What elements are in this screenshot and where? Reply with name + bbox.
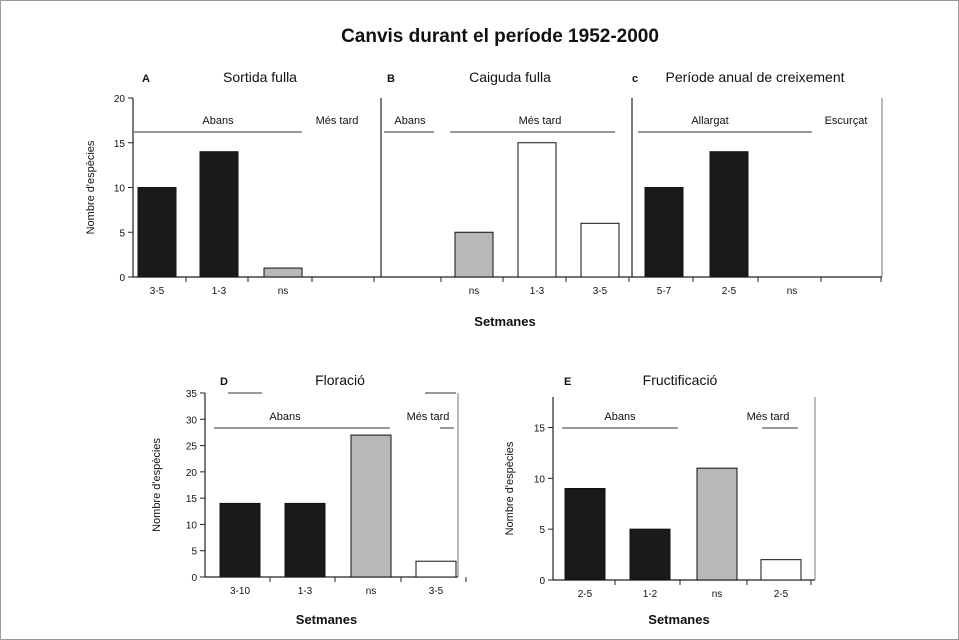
bar [137, 187, 177, 278]
x-axis-label: Setmanes [296, 612, 357, 627]
category-label: 1-3 [212, 286, 227, 297]
panel-letter: B [387, 73, 395, 85]
annotation-label: Més tard [316, 115, 359, 127]
plots: 0 5 10 15 20 3-5 1-3 ns A Sortida fulla Abans Més t… [85, 69, 883, 627]
annotation-label: Abans [269, 411, 301, 423]
panel-title: Període anual de creixement [666, 69, 845, 85]
category-label: 3-10 [230, 586, 250, 597]
category-label: ns [787, 286, 798, 297]
panel-a: 0 5 10 15 20 3-5 1-3 ns A Sortida fulla Abans Més t… [85, 69, 381, 297]
category-label: 2-5 [722, 286, 737, 297]
bar [219, 502, 261, 578]
annotation-label: Allargat [691, 115, 728, 127]
category-label: ns [366, 586, 377, 597]
y-tick-label: 0 [539, 576, 545, 587]
y-tick-label: 10 [114, 184, 126, 195]
y-axis-label: Nombre d'espècies [85, 140, 97, 234]
y-tick-label: 0 [191, 573, 197, 584]
y-tick-label: 5 [191, 547, 197, 558]
y-axis-label: Nombre d'espècies [504, 441, 516, 535]
y-axis-label: Nombre d'espècies [151, 438, 163, 532]
y-tick-label: 10 [534, 474, 546, 485]
bar [415, 560, 457, 578]
category-label: 3-5 [593, 286, 608, 297]
panel-b: ns 1-3 3-5 B Caiguda fulla Abans Més tard [380, 69, 632, 297]
y-tick-label: 30 [186, 415, 198, 426]
panel-d: 0 5 10 15 20 25 30 35 3-10 1-3 ns 3-5 D Floració Abans… [151, 372, 467, 627]
panel-title: Floració [315, 372, 365, 388]
panel-title: Sortida fulla [223, 69, 297, 85]
category-label: ns [469, 286, 480, 297]
bar [696, 467, 738, 581]
y-tick-label: 10 [186, 520, 198, 531]
panel-e: 0 5 10 15 2-5 1-2 ns 2-5 E Fructificació Abans Més … [504, 372, 816, 627]
y-tick-label: 0 [119, 273, 125, 284]
y-tick-label: 20 [114, 94, 126, 105]
bar [517, 142, 557, 278]
category-label: 3-5 [429, 586, 444, 597]
panel-c: 5-7 2-5 ns c Període anual de creixement Alla… [631, 69, 883, 297]
annotation-label: Més tard [747, 411, 790, 423]
panel-letter: c [632, 73, 638, 85]
panel-letter: A [142, 73, 150, 85]
bar [454, 231, 494, 278]
bar [284, 502, 326, 578]
y-tick-label: 15 [114, 139, 126, 150]
annotation-label: Més tard [407, 411, 450, 423]
bar [760, 559, 802, 581]
category-label: ns [712, 589, 723, 600]
x-axis-label: Setmanes [648, 612, 709, 627]
y-tick-label: 5 [119, 228, 125, 239]
category-label: 2-5 [774, 589, 789, 600]
bar [580, 222, 620, 278]
annotation-label: Abans [202, 115, 234, 127]
y-tick-label: 5 [539, 525, 545, 536]
category-label: 3-5 [150, 286, 165, 297]
y-tick-label: 20 [186, 468, 198, 479]
figure-title: Canvis durant el període 1952-2000 [341, 26, 659, 47]
category-label: ns [278, 286, 289, 297]
panel-title: Caiguda fulla [469, 69, 551, 85]
annotation-label: Més tard [519, 115, 562, 127]
category-label: 2-5 [578, 589, 593, 600]
y-tick-label: 15 [534, 424, 546, 435]
bar [709, 151, 749, 278]
category-label: 1-2 [643, 589, 658, 600]
annotation-label: Escurçat [825, 115, 868, 127]
panel-title: Fructificació [643, 372, 718, 388]
top-xlabel: Setmanes [474, 314, 535, 329]
y-tick-label: 35 [186, 389, 198, 400]
y-tick-label: 15 [186, 494, 198, 505]
bar [629, 528, 671, 581]
category-label: 1-3 [530, 286, 545, 297]
panel-letter: D [220, 376, 228, 388]
category-label: 1-3 [298, 586, 313, 597]
category-label: 5-7 [657, 286, 672, 297]
annotation-label: Abans [394, 115, 426, 127]
panel-letter: E [564, 376, 571, 388]
bar [350, 434, 392, 578]
bar [263, 267, 303, 278]
annotation-label: Abans [604, 411, 636, 423]
bar [644, 187, 684, 278]
bar [199, 151, 239, 278]
bar [564, 488, 606, 581]
y-tick-label: 25 [186, 442, 198, 453]
